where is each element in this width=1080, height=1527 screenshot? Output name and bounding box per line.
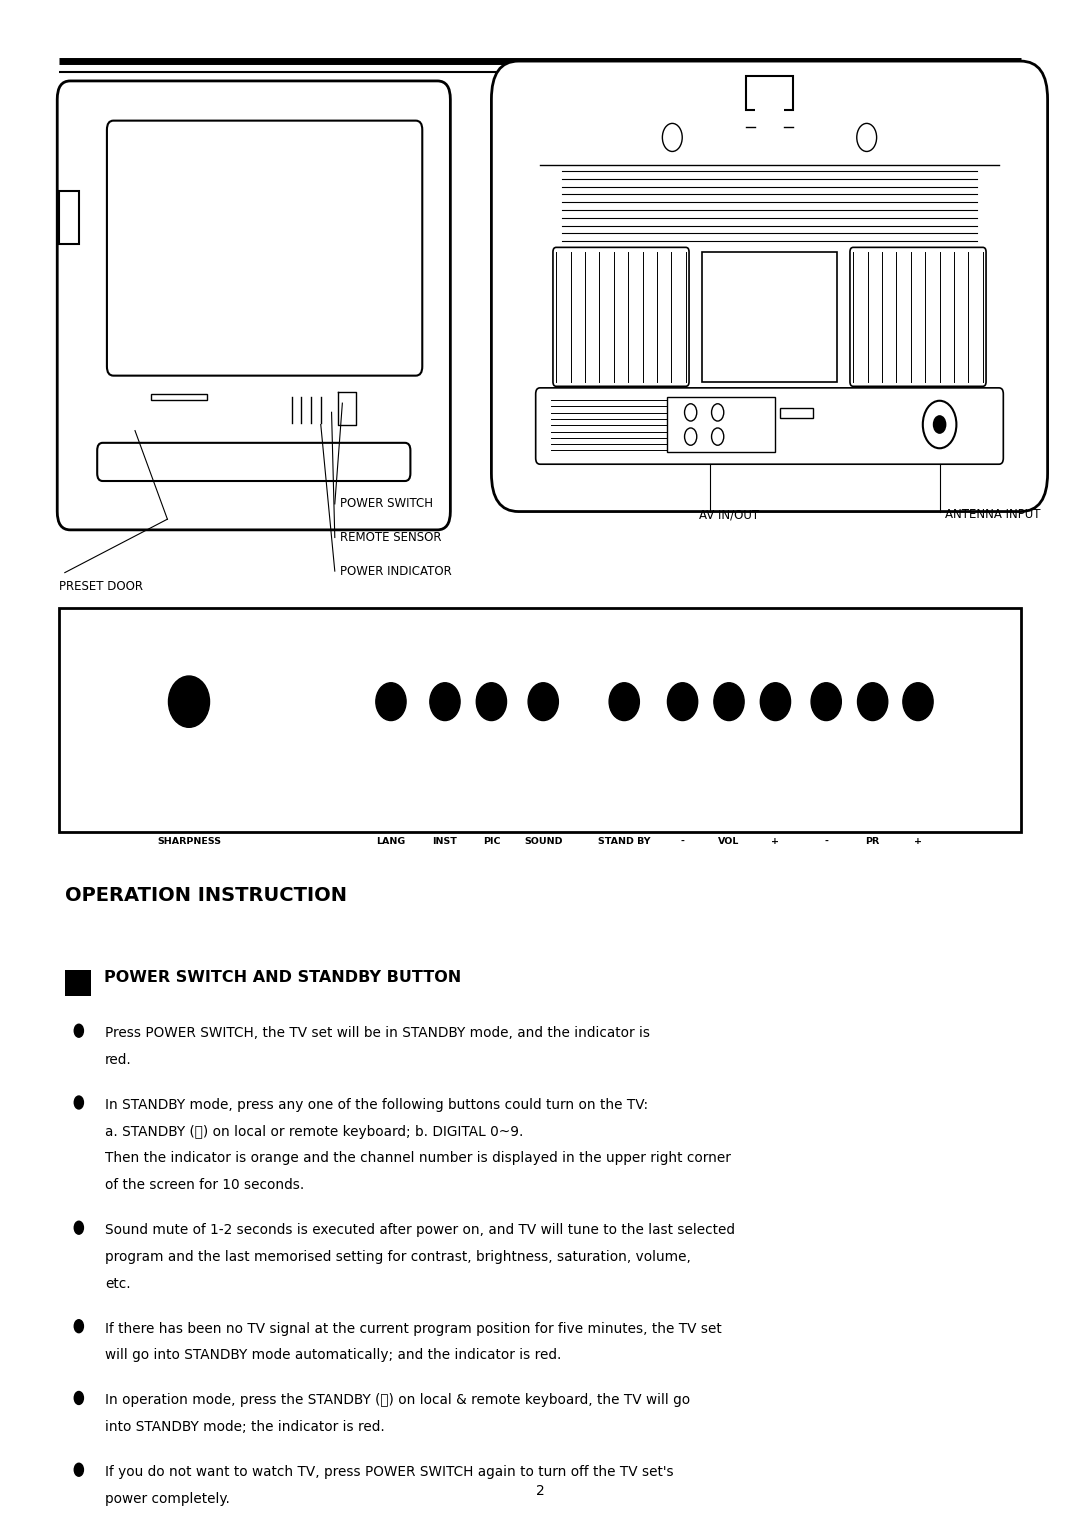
FancyBboxPatch shape	[97, 443, 410, 481]
FancyBboxPatch shape	[57, 81, 450, 530]
Text: PIC: PIC	[483, 837, 500, 846]
Text: PR: PR	[865, 837, 880, 846]
Text: If there has been no TV signal at the current program position for five minutes,: If there has been no TV signal at the cu…	[105, 1322, 721, 1336]
Bar	[59, 608, 1021, 832]
Text: PRESET DOOR: PRESET DOOR	[59, 580, 144, 594]
Ellipse shape	[760, 683, 791, 721]
Text: LANG: LANG	[376, 837, 406, 846]
Circle shape	[922, 400, 957, 449]
Circle shape	[933, 415, 946, 434]
FancyBboxPatch shape	[536, 388, 1003, 464]
FancyBboxPatch shape	[850, 247, 986, 386]
Circle shape	[75, 1391, 83, 1405]
Text: POWER INDICATOR: POWER INDICATOR	[340, 565, 451, 577]
Text: -: -	[680, 837, 685, 846]
Circle shape	[712, 403, 724, 421]
FancyBboxPatch shape	[107, 121, 422, 376]
Text: SHARPNESS: SHARPNESS	[157, 837, 221, 846]
Ellipse shape	[903, 683, 933, 721]
Circle shape	[75, 1096, 83, 1109]
Bar	[151, 394, 207, 400]
Text: +: +	[914, 837, 922, 846]
Circle shape	[75, 1319, 83, 1333]
Text: In operation mode, press the STANDBY (⏻) on local & remote keyboard, the TV will: In operation mode, press the STANDBY (⏻)…	[105, 1394, 690, 1408]
Ellipse shape	[528, 683, 558, 721]
Ellipse shape	[609, 683, 639, 721]
Text: 2: 2	[536, 1484, 544, 1498]
Bar	[702, 252, 837, 382]
Circle shape	[662, 124, 683, 151]
Bar	[59, 191, 79, 244]
Text: SOUND: SOUND	[524, 837, 563, 846]
Text: will go into STANDBY mode automatically; and the indicator is red.: will go into STANDBY mode automatically;…	[105, 1348, 562, 1362]
Text: VOL: VOL	[718, 837, 740, 846]
Ellipse shape	[714, 683, 744, 721]
Bar	[667, 397, 775, 452]
Circle shape	[685, 428, 697, 446]
Circle shape	[856, 124, 877, 151]
Text: STAND BY: STAND BY	[598, 837, 650, 846]
Text: POWER SWITCH AND STANDBY BUTTON: POWER SWITCH AND STANDBY BUTTON	[104, 970, 461, 985]
Text: Press POWER SWITCH, the TV set will be in STANDBY mode, and the indicator is: Press POWER SWITCH, the TV set will be i…	[105, 1026, 650, 1040]
FancyBboxPatch shape	[553, 247, 689, 386]
Circle shape	[75, 1463, 83, 1477]
Bar	[745, 76, 793, 110]
Ellipse shape	[667, 683, 698, 721]
Bar	[780, 408, 812, 418]
Text: etc.: etc.	[105, 1277, 131, 1290]
Ellipse shape	[168, 676, 210, 727]
Ellipse shape	[811, 683, 841, 721]
Text: OPERATION INSTRUCTION: OPERATION INSTRUCTION	[65, 886, 347, 904]
Text: Sound mute of 1-2 seconds is executed after power on, and TV will tune to the la: Sound mute of 1-2 seconds is executed af…	[105, 1223, 734, 1237]
Text: In STANDBY mode, press any one of the following buttons could turn on the TV:: In STANDBY mode, press any one of the fo…	[105, 1098, 648, 1112]
Text: Then the indicator is orange and the channel number is displayed in the upper ri: Then the indicator is orange and the cha…	[105, 1151, 731, 1165]
Ellipse shape	[376, 683, 406, 721]
Bar	[65, 970, 91, 996]
Text: REMOTE SENSOR: REMOTE SENSOR	[340, 531, 442, 544]
Text: AV IN/OUT: AV IN/OUT	[700, 508, 759, 522]
FancyBboxPatch shape	[491, 61, 1048, 512]
Text: If you do not want to watch TV, press POWER SWITCH again to turn off the TV set': If you do not want to watch TV, press PO…	[105, 1466, 674, 1480]
Text: into STANDBY mode; the indicator is red.: into STANDBY mode; the indicator is red.	[105, 1420, 384, 1434]
Text: INST: INST	[432, 837, 458, 846]
Circle shape	[685, 403, 697, 421]
Ellipse shape	[430, 683, 460, 721]
Bar	[755, 95, 784, 115]
Text: power completely.: power completely.	[105, 1492, 230, 1506]
Text: red.: red.	[105, 1054, 132, 1067]
Circle shape	[75, 1025, 83, 1037]
Text: ANTENNA INPUT: ANTENNA INPUT	[945, 508, 1040, 522]
Ellipse shape	[858, 683, 888, 721]
Text: POWER SWITCH: POWER SWITCH	[340, 498, 433, 510]
Text: +: +	[771, 837, 780, 846]
Ellipse shape	[476, 683, 507, 721]
Circle shape	[75, 1222, 83, 1234]
Circle shape	[712, 428, 724, 446]
Text: a. STANDBY (⏻) on local or remote keyboard; b. DIGITAL 0~9.: a. STANDBY (⏻) on local or remote keyboa…	[105, 1124, 523, 1139]
Text: program and the last memorised setting for contrast, brightness, saturation, vol: program and the last memorised setting f…	[105, 1249, 690, 1264]
Text: -: -	[824, 837, 828, 846]
Text: of the screen for 10 seconds.: of the screen for 10 seconds.	[105, 1179, 303, 1193]
